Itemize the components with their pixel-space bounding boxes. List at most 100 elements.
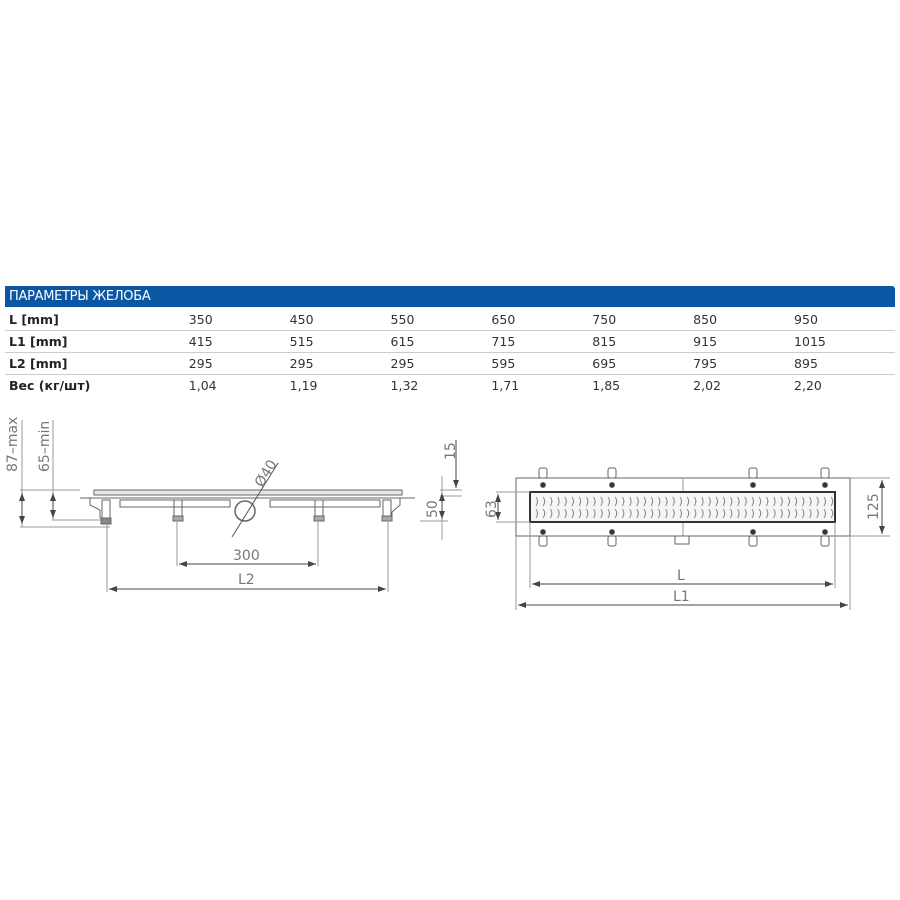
grate-slot [665, 496, 668, 507]
grate-slot [801, 508, 805, 519]
parameters-table: L [mm] 350 450 550 650 750 850 950 L1 [mm] 415 515… [5, 309, 895, 396]
grate-slot [686, 508, 690, 519]
table-cell: 415 [188, 330, 290, 353]
grate-slot [758, 508, 762, 519]
grate-slot [722, 508, 726, 519]
table-cell: 1,85 [592, 378, 621, 393]
dim-125: 125 [866, 493, 882, 520]
grate-slot [830, 496, 834, 507]
grate-slot [571, 496, 574, 507]
table-cell: 915 [693, 330, 795, 353]
dim-65-min: 65–min [37, 421, 53, 472]
table-cell: 550 [390, 309, 492, 331]
dim-63: 63 [484, 500, 500, 518]
grate-slot [765, 496, 769, 507]
grate-slot [593, 508, 596, 519]
mounting-tab [820, 535, 830, 547]
grate-slot [557, 508, 560, 519]
grate-slot [765, 508, 769, 519]
dim-15: 15 [443, 442, 459, 460]
screw-hole [540, 529, 546, 535]
table-title: ПАРАМЕТРЫ ЖЕЛОБА [5, 286, 895, 307]
table-cell: 1,04 [188, 378, 217, 393]
mounting-tab [538, 535, 548, 547]
grate-slot [729, 508, 733, 519]
grate-slot [657, 496, 661, 507]
grate-slot [715, 496, 718, 507]
table-row: L2 [mm] 295 295 295 595 695 795 895 [5, 352, 895, 375]
grate-slot [773, 508, 776, 519]
grate-slot [643, 496, 646, 507]
grate-slot [780, 496, 783, 507]
grate-slot [636, 508, 639, 519]
table-cell: 650 [491, 309, 593, 331]
table-cell: 2,20 [794, 378, 822, 393]
table-cell: 595 [491, 352, 593, 375]
grate-slot [830, 508, 834, 519]
grate-slot [621, 496, 625, 507]
table-cell: 2,02 [693, 378, 722, 393]
dim-87-max: 87–max [5, 417, 21, 472]
table-cell: 295 [289, 352, 391, 375]
grate-slot [794, 496, 798, 507]
grate-slot [564, 508, 567, 519]
grate-slot [729, 496, 733, 507]
grate-slot [549, 508, 553, 519]
grate-slot [809, 508, 812, 519]
grate-slot [701, 508, 704, 519]
grate-slot [686, 496, 690, 507]
mounting-tab [748, 467, 758, 479]
grate-slot [557, 496, 560, 507]
grate-slot [650, 508, 654, 519]
grate-slot [585, 496, 589, 507]
row-label: L [mm] [5, 309, 189, 331]
grate-slot [614, 496, 618, 507]
grate-slot [614, 508, 618, 519]
row-label: L1 [mm] [5, 330, 189, 353]
grate-slot [751, 496, 754, 507]
grate-slot [787, 496, 790, 507]
grate-slot [542, 508, 546, 519]
table-cell: 1,32 [390, 378, 419, 393]
grate-slot [535, 496, 538, 507]
grate-slot [600, 508, 603, 519]
table-cell: 895 [794, 352, 895, 375]
grate-slot [657, 508, 661, 519]
table-cell: 715 [491, 330, 593, 353]
grate-slot [809, 496, 812, 507]
table-cell: 615 [390, 330, 492, 353]
grate-slot [816, 508, 819, 519]
mounting-tab [607, 535, 617, 547]
grate-slot [780, 508, 783, 519]
dim-50: 50 [425, 500, 441, 518]
grate-slot [737, 508, 740, 519]
grate-slot [650, 496, 654, 507]
grate-slot [693, 496, 697, 507]
grate-slot [571, 508, 574, 519]
grate-slot [787, 508, 790, 519]
row-label: L2 [mm] [5, 352, 189, 375]
screw-hole [609, 482, 615, 488]
table-cell: 1,71 [491, 378, 520, 393]
grate-slot [751, 508, 754, 519]
grate-slot [693, 508, 697, 519]
grate-slot [593, 496, 596, 507]
grate-slot [744, 496, 747, 507]
mounting-tab [748, 535, 758, 547]
grate-slot [629, 508, 632, 519]
grate-slot [585, 508, 589, 519]
screw-hole [750, 529, 756, 535]
grate-slot [773, 496, 776, 507]
grate-slot [564, 496, 567, 507]
grate-slot [701, 496, 704, 507]
grate-slot [672, 496, 675, 507]
grate-slot [794, 508, 798, 519]
table-cell: 695 [592, 352, 694, 375]
table-cell: 350 [188, 309, 290, 331]
dim-pipe-diameter: Ø40 [252, 457, 281, 490]
grate-slot [607, 508, 610, 519]
grate-slot [679, 508, 682, 519]
mounting-tab [607, 467, 617, 479]
grate-slot [665, 508, 668, 519]
